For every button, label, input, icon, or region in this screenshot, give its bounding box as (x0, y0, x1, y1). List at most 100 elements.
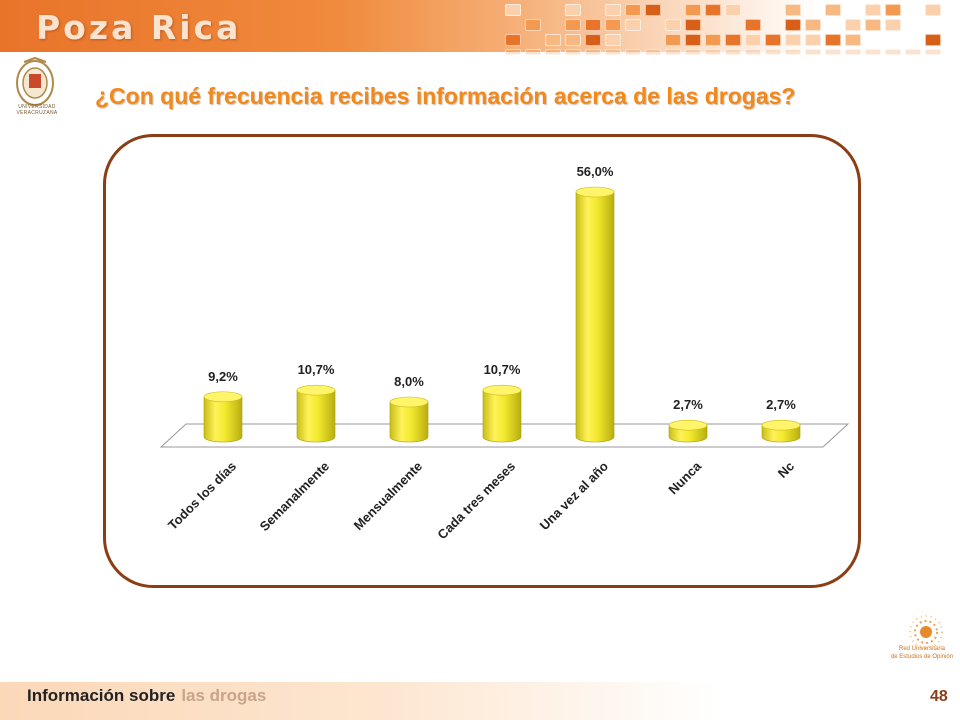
bar-top (575, 186, 615, 198)
bar-top (761, 419, 801, 431)
page-number: 48 (930, 688, 948, 705)
bar (575, 191, 615, 443)
decorative-tile (825, 34, 841, 46)
decorative-tile (545, 49, 561, 55)
bar-top (668, 419, 708, 431)
university-name: UNIVERSIDAD VERACRUZANA (16, 104, 58, 116)
decorative-tile (745, 49, 761, 55)
decorative-tile (745, 34, 761, 46)
decorative-tile (665, 49, 681, 55)
decorative-tile (685, 49, 701, 55)
data-label: 2,7% (673, 397, 703, 412)
org-line1: Red Universitaria (898, 646, 946, 652)
bar (296, 389, 336, 443)
chart-frame: 9,2% Todos los días 10,7% Semanalmente 8,0% M… (103, 134, 861, 588)
decorative-tile (705, 49, 721, 55)
data-label: 10,7% (298, 362, 335, 377)
x-tick-label: Semanalmente (257, 459, 332, 534)
decorative-tile (805, 19, 821, 31)
x-tick-label: Cada tres meses (434, 459, 518, 543)
bar-top (389, 396, 429, 408)
decorative-tile (805, 34, 821, 46)
decorative-tile (625, 19, 641, 31)
footer-section-title: Información sobre las drogas (27, 686, 266, 706)
footer-section-b: las drogas (181, 686, 267, 705)
decorative-tile (905, 49, 921, 55)
x-tick-label: Una vez al año (537, 458, 612, 533)
footer-bar (0, 682, 960, 720)
x-tick-label: Nunca (665, 458, 704, 497)
decorative-tile (685, 4, 701, 16)
decorative-tile (685, 19, 701, 31)
decorative-tile (865, 19, 881, 31)
decorative-tile (785, 34, 801, 46)
x-tick-label: Nc (775, 459, 797, 481)
decorative-tile (725, 34, 741, 46)
decorative-tile (865, 4, 881, 16)
header-title: Poza Rica (36, 8, 242, 47)
org-line2: de Estudios de Opinión (890, 654, 954, 660)
decorative-tile (705, 4, 721, 16)
decorative-tile (925, 34, 941, 46)
bar-top (482, 384, 522, 396)
x-tick-label: Mensualmente (351, 459, 425, 533)
decorative-tile (505, 34, 521, 46)
decorative-tile (585, 49, 601, 55)
decorative-tile (605, 49, 621, 55)
data-label: 56,0% (577, 164, 614, 179)
decorative-tile (745, 19, 761, 31)
decorative-tile (765, 34, 781, 46)
bar (482, 389, 522, 443)
decorative-tile (785, 19, 801, 31)
decorative-tile (685, 34, 701, 46)
decorative-tile (545, 34, 561, 46)
page-title: ¿Con qué frecuencia recibes información … (95, 83, 796, 109)
decorative-tile (525, 49, 541, 55)
decorative-tile (505, 4, 521, 16)
decorative-tile (585, 34, 601, 46)
data-label: 10,7% (484, 362, 521, 377)
decorative-tile (645, 4, 661, 16)
x-tick-label: Todos los días (165, 459, 239, 533)
decorative-tile (565, 34, 581, 46)
data-label: 9,2% (208, 369, 238, 384)
decorative-tile (525, 19, 541, 31)
data-label: 8,0% (394, 374, 424, 389)
decorative-tile (885, 4, 901, 16)
org-name: Red Universitaria de Estudios de Opinión (884, 645, 960, 661)
decorative-tile (625, 4, 641, 16)
bar-top (296, 384, 336, 396)
decorative-tile-pattern (505, 4, 957, 70)
decorative-tile (665, 19, 681, 31)
decorative-tile (665, 34, 681, 46)
decorative-tile (565, 19, 581, 31)
decorative-tile (845, 34, 861, 46)
decorative-tile (925, 4, 941, 16)
decorative-tile (885, 49, 901, 55)
decorative-tile (845, 19, 861, 31)
decorative-tile (865, 49, 881, 55)
decorative-tile (785, 49, 801, 55)
bar (389, 401, 429, 443)
university-crest-icon (16, 56, 54, 106)
decorative-tile (605, 19, 621, 31)
bar-top (203, 391, 243, 403)
decorative-tile (605, 4, 621, 16)
data-label: 2,7% (766, 397, 796, 412)
decorative-tile (565, 49, 581, 55)
decorative-tile (605, 34, 621, 46)
decorative-tile (805, 49, 821, 55)
decorative-tile (825, 49, 841, 55)
decorative-tile (885, 19, 901, 31)
decorative-tile (785, 4, 801, 16)
decorative-tile (705, 34, 721, 46)
red-universitaria-logo-icon (909, 615, 943, 649)
decorative-tile (565, 4, 581, 16)
decorative-tile (845, 49, 861, 55)
bar-chart: 9,2% Todos los días 10,7% Semanalmente 8,0% M… (159, 164, 850, 543)
decorative-tile (505, 49, 521, 55)
decorative-tile (925, 49, 941, 55)
decorative-tile (725, 4, 741, 16)
decorative-tile (825, 4, 841, 16)
decorative-tile (765, 49, 781, 55)
